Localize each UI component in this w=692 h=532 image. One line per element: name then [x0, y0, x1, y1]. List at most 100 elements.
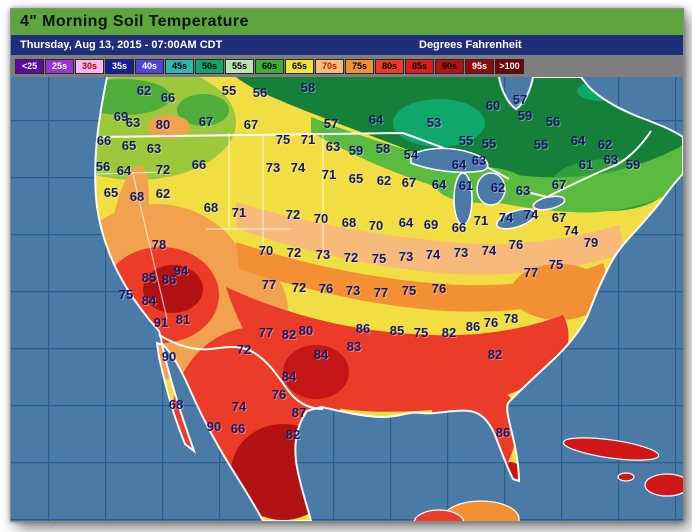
station-temp: 76: [432, 281, 446, 296]
station-temp: 75: [372, 251, 386, 266]
legend-swatch-13: 85s: [405, 58, 434, 74]
station-temp: 77: [259, 325, 273, 340]
station-temp: 57: [513, 92, 527, 107]
date-label: Thursday, Aug 13, 2015 - 07:00AM CDT: [20, 39, 223, 51]
station-temp: 75: [402, 283, 416, 298]
legend-swatch-6: 50s: [195, 58, 224, 74]
legend-swatch-11: 75s: [345, 58, 374, 74]
station-temp: 76: [272, 387, 286, 402]
station-temp: 66: [97, 133, 111, 148]
legend-swatch-9: 65s: [285, 58, 314, 74]
legend-swatch-8: 60s: [255, 58, 284, 74]
station-temp: 94: [174, 263, 189, 278]
station-temp: 63: [472, 153, 486, 168]
station-temp: 76: [509, 237, 523, 252]
station-temp: 82: [442, 325, 456, 340]
station-temp: 72: [286, 207, 300, 222]
station-temp: 87: [292, 405, 306, 420]
station-temp: 65: [349, 171, 363, 186]
legend-swatch-16: >100: [495, 58, 524, 74]
title-bar: 4" Morning Soil Temperature: [11, 9, 683, 35]
station-temp: 75: [549, 257, 563, 272]
station-temp: 74: [232, 399, 247, 414]
station-temp: 67: [244, 117, 258, 132]
legend-swatch-1: 25s: [45, 58, 74, 74]
page-title: 4" Morning Soil Temperature: [20, 13, 249, 30]
legend-swatch-4: 40s: [135, 58, 164, 74]
units-label: Degrees Fahrenheit: [419, 39, 522, 51]
station-temp: 77: [262, 277, 276, 292]
legend-bar: <25 25s 30s 35s 40s 45s 50s 55s 60s 65s 70s 75s 80s 8…: [11, 55, 683, 77]
station-temp: 84: [142, 293, 157, 308]
station-temp: 76: [319, 281, 333, 296]
station-temp: 64: [571, 133, 586, 148]
station-temp: 86: [496, 425, 510, 440]
station-temp: 84: [282, 369, 297, 384]
station-temp: 75: [276, 132, 290, 147]
station-temp: 60: [486, 98, 500, 113]
station-temp: 59: [518, 108, 532, 123]
station-temp: 73: [399, 249, 413, 264]
station-temp: 73: [316, 247, 330, 262]
station-temp: 62: [137, 83, 151, 98]
station-temp: 54: [404, 147, 419, 162]
station-temp: 74: [524, 207, 539, 222]
mexico-border: [158, 334, 324, 410]
station-temp: 68: [342, 215, 356, 230]
station-temp: 67: [552, 177, 566, 192]
station-temp: 74: [499, 210, 514, 225]
station-temp: 63: [126, 115, 140, 130]
station-temp: 68: [204, 200, 218, 215]
station-temp: 71: [232, 205, 246, 220]
legend-swatch-12: 80s: [375, 58, 404, 74]
station-temp: 61: [579, 157, 593, 172]
station-temp: 63: [326, 139, 340, 154]
station-temp: 62: [377, 173, 391, 188]
map-window: 4" Morning Soil Temperature Thursday, Au…: [10, 8, 684, 522]
coastline-outline: [94, 77, 683, 521]
station-temp: 64: [399, 215, 414, 230]
station-temp: 74: [564, 223, 579, 238]
station-temp: 67: [199, 114, 213, 129]
station-temp: 78: [504, 311, 518, 326]
station-temp: 65: [104, 185, 118, 200]
station-temp: 82: [488, 347, 502, 362]
station-temp: 81: [176, 312, 190, 327]
station-temp: 61: [459, 178, 473, 193]
station-temp: 64: [117, 163, 132, 178]
station-temp: 69: [114, 109, 128, 124]
station-temp: 55: [222, 83, 236, 98]
station-temp: 64: [432, 177, 447, 192]
legend-swatch-3: 35s: [105, 58, 134, 74]
station-temp: 90: [207, 419, 221, 434]
legend-swatch-15: 95s: [465, 58, 494, 74]
station-temp: 72: [344, 250, 358, 265]
station-temp: 63: [516, 183, 530, 198]
station-temp: 65: [122, 138, 136, 153]
station-temp: 71: [474, 213, 488, 228]
great-lakes: [410, 147, 566, 230]
station-temp: 84: [314, 347, 329, 362]
station-temp: 58: [376, 141, 390, 156]
station-temp: 71: [322, 167, 336, 182]
station-temp: 63: [147, 141, 161, 156]
station-temp: 82: [282, 327, 296, 342]
station-temp: 73: [266, 160, 280, 175]
station-temp: 90: [162, 349, 176, 364]
station-temp: 75: [119, 287, 133, 302]
station-temp: 67: [402, 175, 416, 190]
station-temp: 55: [459, 133, 473, 148]
station-temp: 76: [484, 315, 498, 330]
station-temp: 72: [156, 162, 170, 177]
land-temperature-regions: [95, 77, 683, 521]
legend-swatch-10: 70s: [315, 58, 344, 74]
legend-swatch-2: 30s: [75, 58, 104, 74]
state-borders: [96, 133, 324, 320]
station-temp: 74: [482, 243, 497, 258]
station-temp: 77: [374, 285, 388, 300]
station-temp: 66: [231, 421, 245, 436]
station-temp: 79: [584, 235, 598, 250]
station-temp: 74: [291, 160, 306, 175]
station-temp: 82: [286, 427, 300, 442]
